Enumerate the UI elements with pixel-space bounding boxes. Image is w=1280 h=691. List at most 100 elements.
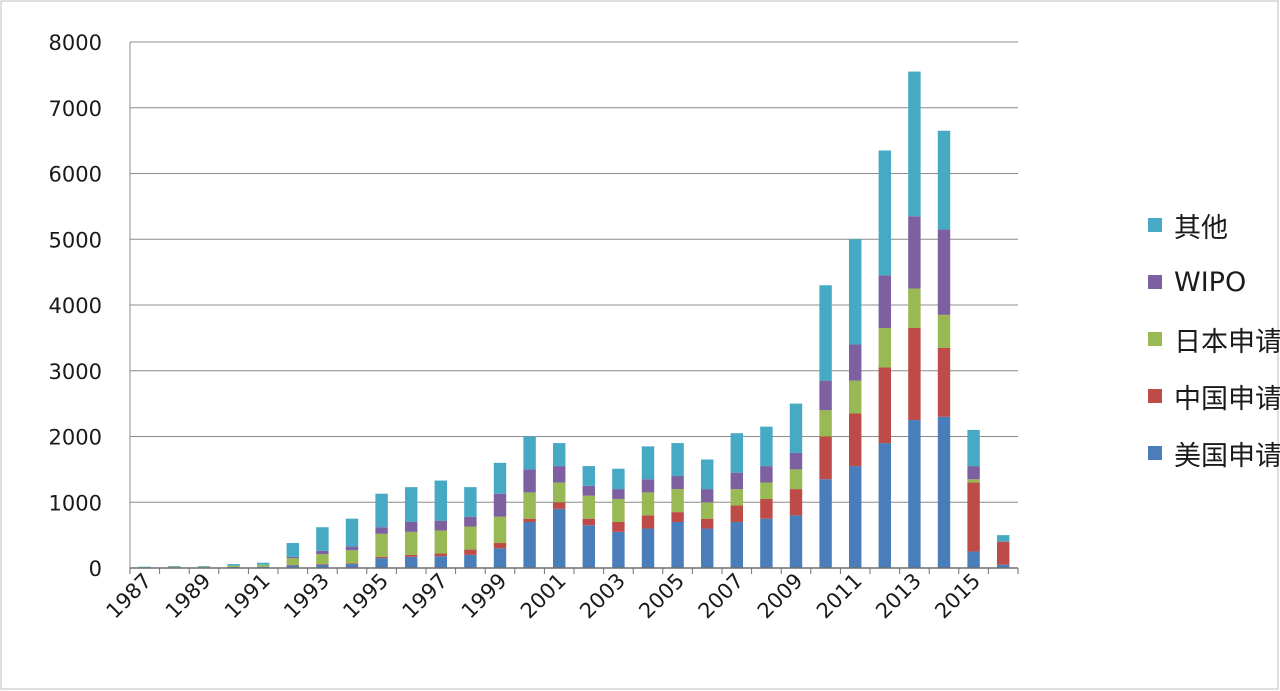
bar-segment [641,492,655,516]
legend-item: 日本申请 [1148,324,1280,358]
bar-segment [286,558,300,565]
bar-segment [937,229,951,315]
bar-segment [700,528,714,568]
bar-segment [641,528,655,568]
bar-segment [908,288,921,329]
legend-swatch [1148,332,1162,346]
bar-segment [641,515,655,529]
bar-segment [434,530,448,554]
y-tick-label: 7000 [49,97,102,121]
bar-segment [227,564,240,566]
bar-segment [552,502,566,509]
bar-segment [878,275,892,329]
bar-segment [730,433,744,473]
bar-segment [256,564,270,567]
bar-segment [996,564,1010,568]
y-tick-label: 2000 [49,426,102,450]
bar-segment [316,564,329,568]
y-tick-labels: 0 1000 2000 3000 4000 5000 6000 7000 8000 [49,31,102,581]
bar-segment [730,489,744,506]
bar-segment [286,556,300,559]
legend-item: 美国申请 [1148,438,1280,472]
y-tick-label: 5000 [49,228,102,252]
y-tick-label: 8000 [49,31,102,55]
bar-segment [908,420,921,568]
bar-segment [345,563,359,565]
bar-segment [937,347,951,417]
bar-segment [523,492,536,519]
y-tick-label: 4000 [49,294,102,318]
bar-segment [671,512,684,522]
bar-segment [760,466,773,483]
bar-segment [848,239,862,345]
bar-segment [375,558,388,568]
bar-segment [434,520,448,531]
bar-segment [967,466,980,480]
bar-segment [700,459,714,490]
bar-segment [848,380,862,414]
bar-segment [404,521,418,532]
bar-segment [582,525,596,568]
bar-segment [582,518,596,526]
legend-item: WIPO [1148,267,1246,298]
y-tick-label: 3000 [49,360,102,384]
legend-label: 中国申请 [1174,383,1280,415]
bar-segment [730,472,744,490]
bar-segment [523,521,536,568]
bar-segment [404,556,418,568]
bar-segment [612,521,625,532]
bar-segment [523,518,536,522]
bar-segment [523,469,536,493]
bar-segment [375,527,388,534]
y-tick-label: 0 [89,557,102,581]
bar-segment [464,554,477,568]
bar-segment [789,515,803,568]
bar-segment [345,564,359,568]
bar-segment [197,566,211,568]
bar-segment [789,469,803,490]
bar-segment [316,554,329,565]
bar-segment [819,410,832,437]
bar-segment [256,562,270,565]
bar-segment [612,489,625,499]
bar-segment [493,516,507,544]
bar-segment [552,466,566,483]
bar-segment [908,216,921,289]
bar-segment [878,443,892,568]
bar-segment [552,443,566,467]
bar-segment [937,314,951,348]
bar-segment [582,495,596,519]
bar-segment [967,482,980,552]
bar-segment [848,344,862,381]
bar-segment [404,487,418,522]
bar-segment [464,549,477,555]
bar-segment [700,489,714,503]
bar-segment [316,564,329,565]
bar-segment [967,551,980,568]
bar-segment [730,521,744,568]
bar-segment [908,328,921,421]
bar-segment [434,556,448,568]
bar-segment [700,518,714,529]
bar-segment [434,480,448,521]
bar-segment [789,489,803,516]
legend-swatch [1148,218,1162,232]
bar-segment [730,505,744,522]
bar-segment [434,553,448,557]
bar-segment [168,566,181,568]
legend-swatch [1148,389,1162,403]
bar-segment [671,489,684,513]
legend-swatch [1148,446,1162,460]
bar-segment [760,518,773,568]
bar-segment [819,479,832,568]
bar-segment [138,566,152,568]
axes [129,42,1019,574]
bar-segment [848,413,862,467]
bar-segment [878,150,892,276]
bar-segment [582,466,596,486]
bar-segment [552,482,566,503]
bar-segment [493,543,507,549]
